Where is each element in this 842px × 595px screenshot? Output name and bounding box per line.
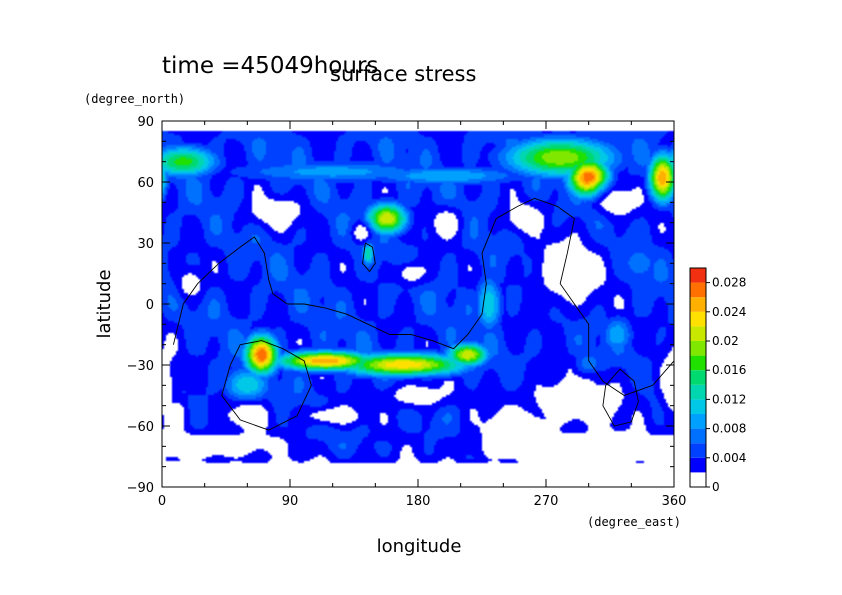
colorbar-label: 0.02 (712, 334, 739, 348)
contour-continent-b (221, 340, 312, 431)
colorbar-swatches (690, 268, 706, 487)
x-tick-label: 360 (662, 494, 687, 509)
x-tick-label: 270 (534, 494, 559, 509)
y-axis-title: latitude (94, 269, 115, 338)
contour-lines (172, 197, 675, 431)
colorbar-swatch (690, 370, 706, 385)
y-tick-label: −30 (127, 359, 154, 374)
colorbar-swatch (690, 399, 706, 414)
colorbar-swatch (690, 311, 706, 327)
x-unit-label: (degree_east) (587, 515, 681, 529)
colorbar-label: 0.012 (712, 392, 746, 406)
colorbar-swatch (690, 355, 706, 371)
contour-continent-a (172, 197, 675, 396)
y-tick-label: 60 (137, 176, 154, 191)
colorbar-swatch (690, 282, 706, 298)
x-axis-ticks: 0 90 180 270 360 (158, 121, 687, 509)
x-tick-label: 90 (282, 494, 299, 509)
x-tick-label: 180 (406, 494, 431, 509)
y-tick-label: 0 (146, 298, 154, 313)
colorbar-swatch (690, 443, 706, 458)
colorbar: 0 0.004 0.008 0.012 0.016 0.02 0.024 0.028 (689, 267, 746, 494)
colorbar-label: 0.016 (712, 363, 746, 377)
colorbar-label: 0.028 (712, 276, 746, 290)
y-unit-label: (degree_north) (84, 92, 185, 106)
colorbar-swatch (690, 341, 706, 356)
y-tick-label: 30 (137, 237, 154, 252)
chart-title: time =45049hours (162, 53, 378, 79)
colorbar-swatch (690, 472, 706, 487)
colorbar-label: 0.008 (712, 422, 746, 436)
colorbar-swatch (690, 414, 706, 429)
colorbar-swatch (690, 326, 706, 341)
colorbar-label: 0.024 (712, 305, 746, 319)
colorbar-label: 0.004 (712, 451, 746, 465)
y-tick-label: −90 (127, 481, 154, 496)
x-tick-label: 0 (158, 494, 166, 509)
colorbar-labels: 0 0.004 0.008 0.012 0.016 0.02 0.024 0.028 (706, 276, 746, 494)
x-axis-title: longitude (377, 536, 462, 557)
y-tick-label: 90 (137, 115, 154, 130)
colorbar-swatch (690, 268, 706, 283)
surface-stress-field (162, 121, 674, 487)
colorbar-swatch (690, 457, 706, 473)
y-tick-label: −60 (127, 420, 154, 435)
contour-continent-d (362, 242, 376, 273)
plot-area: 0 90 180 270 360 90 60 30 0 −30 −60 −90 (127, 115, 687, 509)
colorbar-swatch (690, 297, 706, 312)
y-axis-ticks: 90 60 30 0 −30 −60 −90 (127, 115, 674, 496)
chart-subtitle: surface stress (330, 62, 476, 86)
contour-continent-c (602, 368, 639, 427)
colorbar-swatch (690, 384, 706, 400)
colorbar-frame (689, 267, 707, 488)
colorbar-label: 0 (712, 480, 720, 494)
colorbar-swatch (690, 428, 706, 444)
